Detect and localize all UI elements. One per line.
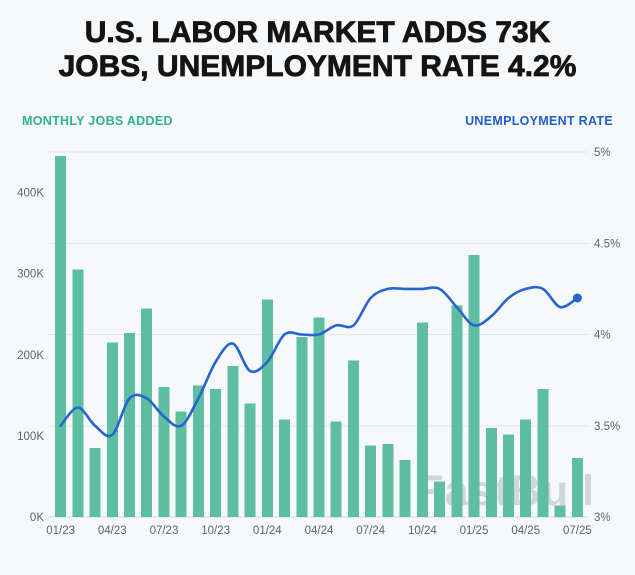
x-axis-tick: 10/23 (201, 525, 230, 537)
bar (210, 389, 222, 518)
bar (434, 481, 446, 518)
left-axis-tick: 400K (17, 188, 44, 200)
left-axis-tick: 0K (30, 512, 44, 524)
left-axis-tick: 100K (17, 431, 44, 443)
bar (296, 337, 308, 518)
bar (451, 305, 463, 518)
bar (520, 420, 532, 518)
bar (468, 255, 480, 518)
left-axis-tick: 200K (17, 350, 44, 362)
bar (537, 389, 549, 518)
title-line-2: JOBS, UNEMPLOYMENT RATE 4.2% (58, 50, 577, 84)
unemployment-line (59, 286, 579, 438)
x-axis-tick: 01/23 (46, 525, 75, 537)
x-axis-tick: 01/25 (460, 525, 489, 537)
bar (55, 156, 67, 518)
bar (554, 505, 566, 518)
axis-titles-row: MONTHLY JOBS ADDED UNEMPLOYMENT RATE (0, 114, 635, 128)
bar (279, 420, 290, 518)
left-axis-title: MONTHLY JOBS ADDED (22, 114, 173, 129)
x-axis-tick: 01/24 (253, 525, 282, 537)
left-axis-tick: 300K (17, 269, 44, 281)
right-axis-tick: 4% (594, 330, 611, 342)
right-axis-tick: 3% (594, 512, 611, 524)
bar (124, 333, 135, 518)
bar (227, 366, 239, 518)
bar (175, 411, 187, 518)
bar (348, 360, 359, 518)
x-axis-tick: 04/25 (511, 525, 540, 537)
x-axis-tick: 07/25 (563, 525, 592, 537)
right-axis-tick: 3.5% (594, 421, 620, 433)
bar (330, 421, 342, 518)
bar (106, 342, 118, 518)
page-title: U.S. LABOR MARKET ADDS 73K JOBS, UNEMPLO… (10, 16, 625, 84)
bar (485, 428, 497, 518)
bar (571, 458, 583, 518)
x-axis-tick: 07/24 (356, 525, 385, 537)
chart-area: FastBull 3%3.5%4%4.5%5%0K100K200K300K400… (0, 132, 635, 544)
bar (244, 403, 256, 518)
jobs-bars (55, 156, 583, 518)
x-axis-tick: 04/23 (98, 525, 127, 537)
title-line-1: U.S. LABOR MARKET ADDS 73K (84, 16, 551, 50)
jobs-unemployment-chart: 3% 3.5% 4% 4.5% 5% 0K 100K 200K 300K 400K 01/23 04/… (17, 147, 620, 537)
labor-market-infographic: U.S. LABOR MARKET ADDS 73K JOBS, UNEMPLO… (0, 16, 635, 575)
bar (141, 308, 153, 518)
bar (158, 387, 170, 518)
bar (399, 460, 411, 518)
bar (72, 269, 84, 518)
line-end-dot (572, 293, 582, 303)
x-axis-tick: 07/23 (150, 525, 179, 537)
bar (503, 434, 514, 518)
right-axis-tick: 5% (594, 147, 611, 159)
bar (416, 322, 428, 518)
axis-tick-labels: 3% 3.5% 4% 4.5% 5% 0K 100K 200K 300K 400K 01/23 04/… (17, 147, 620, 537)
bar (382, 444, 394, 518)
right-axis-title: UNEMPLOYMENT RATE (465, 114, 613, 129)
bar (313, 317, 325, 518)
x-axis-tick: 04/24 (305, 525, 334, 537)
bar (365, 445, 377, 518)
bar (89, 448, 101, 518)
bar (192, 385, 204, 518)
bar (261, 299, 273, 518)
x-axis-tick: 10/24 (408, 525, 437, 537)
right-axis-tick: 4.5% (594, 239, 620, 251)
